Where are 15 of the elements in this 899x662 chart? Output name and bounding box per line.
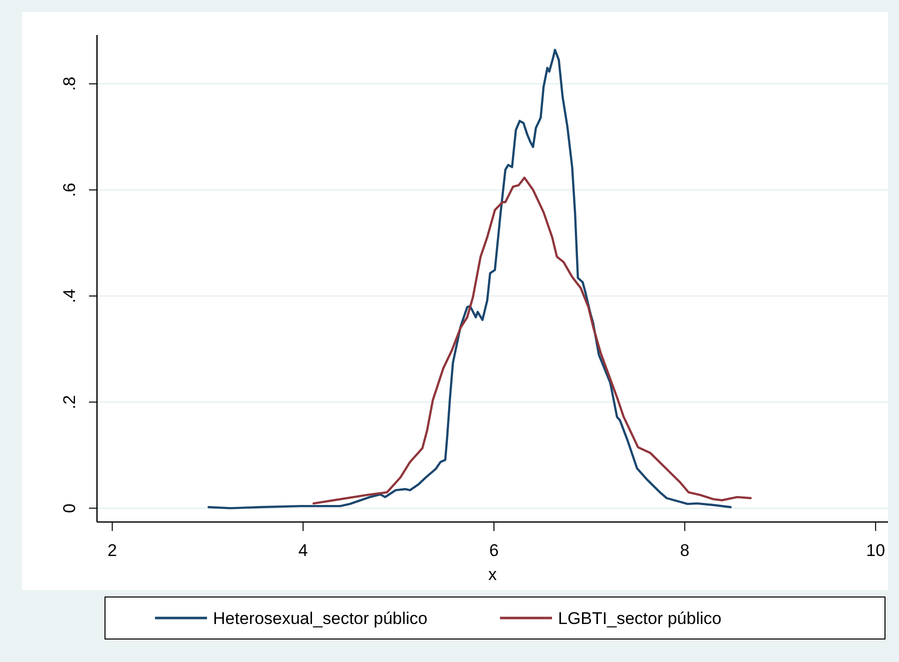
legend-label: Heterosexual_sector público [213,609,428,628]
line-series [208,48,732,510]
y-tick-label: .4 [60,288,79,304]
line-series [312,176,752,505]
x-tick-label: 2 [108,541,117,560]
y-tick-label: 0 [60,503,79,513]
y-tick-label: .2 [60,395,79,410]
y-tick-label: .8 [60,76,79,91]
legend-label: LGBTI_sector público [558,609,722,628]
x-tick-label: 8 [680,541,690,560]
x-tick-label: 6 [489,541,499,560]
y-tick-label: .6 [60,182,79,197]
x-axis-title: x [488,565,498,584]
x-tick-label: 10 [866,541,886,560]
x-tick-label: 4 [298,541,308,560]
